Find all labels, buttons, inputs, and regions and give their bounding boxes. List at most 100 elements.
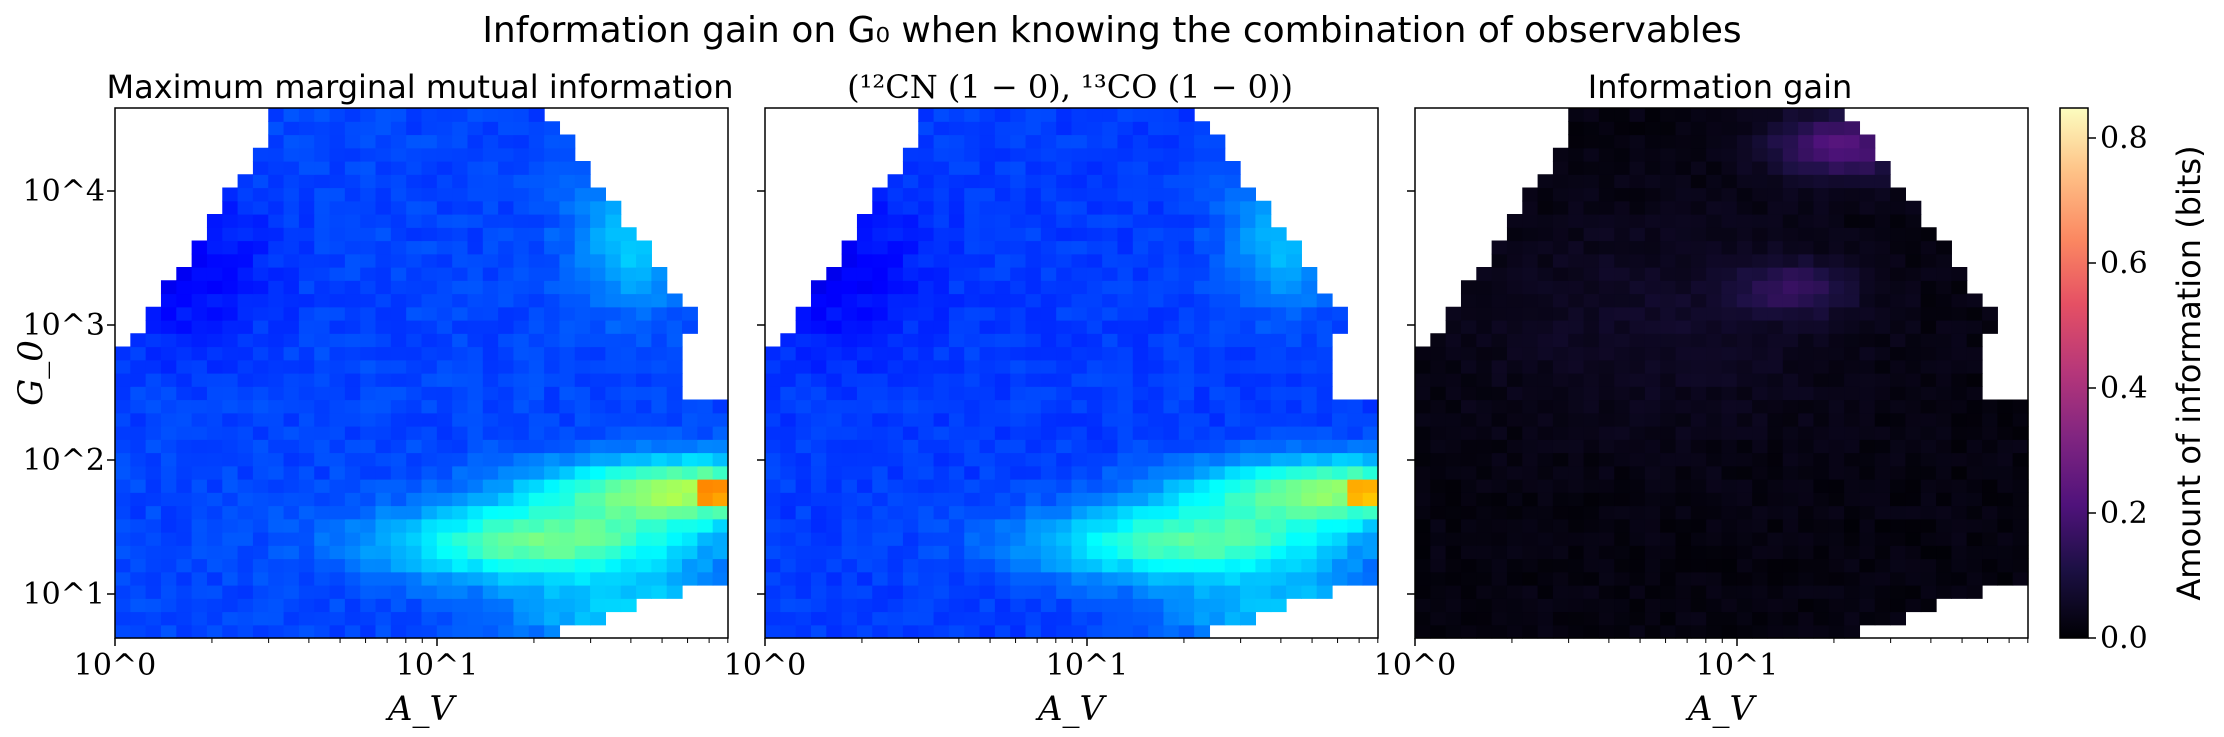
heatmap-cell [1445,412,1462,427]
heatmap-cell [1798,359,1815,374]
heatmap-cell [1445,532,1462,546]
heatmap-cell [1844,333,1861,348]
heatmap-cell [528,492,545,507]
heatmap-cell [651,518,668,533]
heatmap-cell [1194,174,1211,189]
heatmap-cell [574,333,591,348]
heatmap-cell [1040,545,1057,560]
heatmap-cell [1086,426,1103,440]
heatmap-cell [636,386,652,401]
heatmap-cell [360,611,377,626]
heatmap-cell [1178,253,1195,268]
heatmap-cell [1506,611,1523,626]
heatmap-cell [636,333,652,348]
heatmap-cell [1644,147,1661,162]
heatmap-cell [795,611,812,626]
heatmap-cell [360,306,377,321]
heatmap-cell [436,227,453,242]
heatmap-cell [1583,293,1600,308]
heatmap-cell [1920,386,1937,401]
heatmap-cell [1568,426,1585,440]
heatmap-cell [1859,492,1876,507]
heatmap-cell [1752,359,1769,374]
heatmap-cell [1752,121,1769,136]
heatmap-cell [1010,214,1027,228]
heatmap-cell [1920,399,1937,414]
heatmap-cell [1629,240,1646,255]
heatmap-cell [375,359,392,374]
heatmap-cell [887,412,904,427]
heatmap-cell [574,452,591,467]
heatmap-cell [1194,147,1211,162]
heatmap-cell [887,200,904,215]
heatmap-cell [1905,373,1922,387]
heatmap-cell [268,174,285,189]
heatmap-cell [1598,174,1615,189]
heatmap-cell [1132,293,1149,308]
heatmap-cell [1752,293,1769,308]
heatmap-cell [1552,373,1569,387]
heatmap-cell [191,611,208,626]
heatmap-cell [1614,532,1631,546]
heatmap-cell [1568,293,1585,308]
heatmap-cell [1568,214,1585,228]
heatmap-cell [1828,200,1845,215]
heatmap-cell [145,598,162,613]
heatmap-cell [314,624,331,639]
heatmap-cell [902,465,919,480]
heatmap-cell [375,465,392,480]
heatmap-cell [1415,373,1431,387]
heatmap-cell [1209,267,1226,281]
heatmap-cell [360,452,377,467]
heatmap-cell [1828,518,1845,533]
heatmap-cell [1148,320,1165,334]
heatmap-cell [1316,518,1333,533]
heatmap-cell [206,624,223,639]
heatmap-cell [887,240,904,255]
heatmap-cell [780,399,797,414]
heatmap-cell [1675,439,1692,454]
heatmap-cell [1132,346,1149,361]
heatmap-cell [222,386,239,401]
heatmap-cell [1767,598,1784,613]
heatmap-cell [498,585,515,599]
heatmap-cell [160,320,177,334]
heatmap-cell [1010,505,1027,520]
heatmap-cell [1706,518,1723,533]
heatmap-cell [1706,147,1723,162]
heatmap-cell [780,545,797,560]
heatmap-cell [1660,293,1677,308]
heatmap-cell [498,399,515,414]
heatmap-cell [436,359,453,374]
heatmap-cell [268,518,285,533]
heatmap-cell [666,479,683,493]
heatmap-cell [1660,267,1677,281]
heatmap-cell [1522,373,1539,387]
heatmap-cell [176,518,193,533]
heatmap-cell [329,200,346,215]
heatmap-cell [887,227,904,242]
heatmap-cell [1736,518,1753,533]
heatmap-cell [1537,585,1554,599]
heatmap-cell [528,611,545,626]
heatmap-cell [1163,532,1180,546]
heatmap-cell [1629,545,1646,560]
heatmap-cell [1890,280,1906,295]
heatmap-cell [1752,492,1769,507]
heatmap-cell [1445,624,1462,639]
heatmap-cell [826,426,843,440]
heatmap-cell [1767,386,1784,401]
heatmap-cell [856,532,873,546]
heatmap-cell [1660,333,1677,348]
heatmap-cell [1844,227,1861,242]
heatmap-cell [1798,585,1815,599]
heatmap-cell [467,465,484,480]
heatmap-cell [1301,518,1318,533]
heatmap-cell [1614,174,1631,189]
heatmap-cell [1025,558,1042,573]
heatmap-cell [1522,452,1539,467]
heatmap-cell [1721,585,1738,599]
heatmap-cell [1522,306,1539,321]
heatmap-cell [1997,465,2014,480]
heatmap-cell [206,545,223,560]
